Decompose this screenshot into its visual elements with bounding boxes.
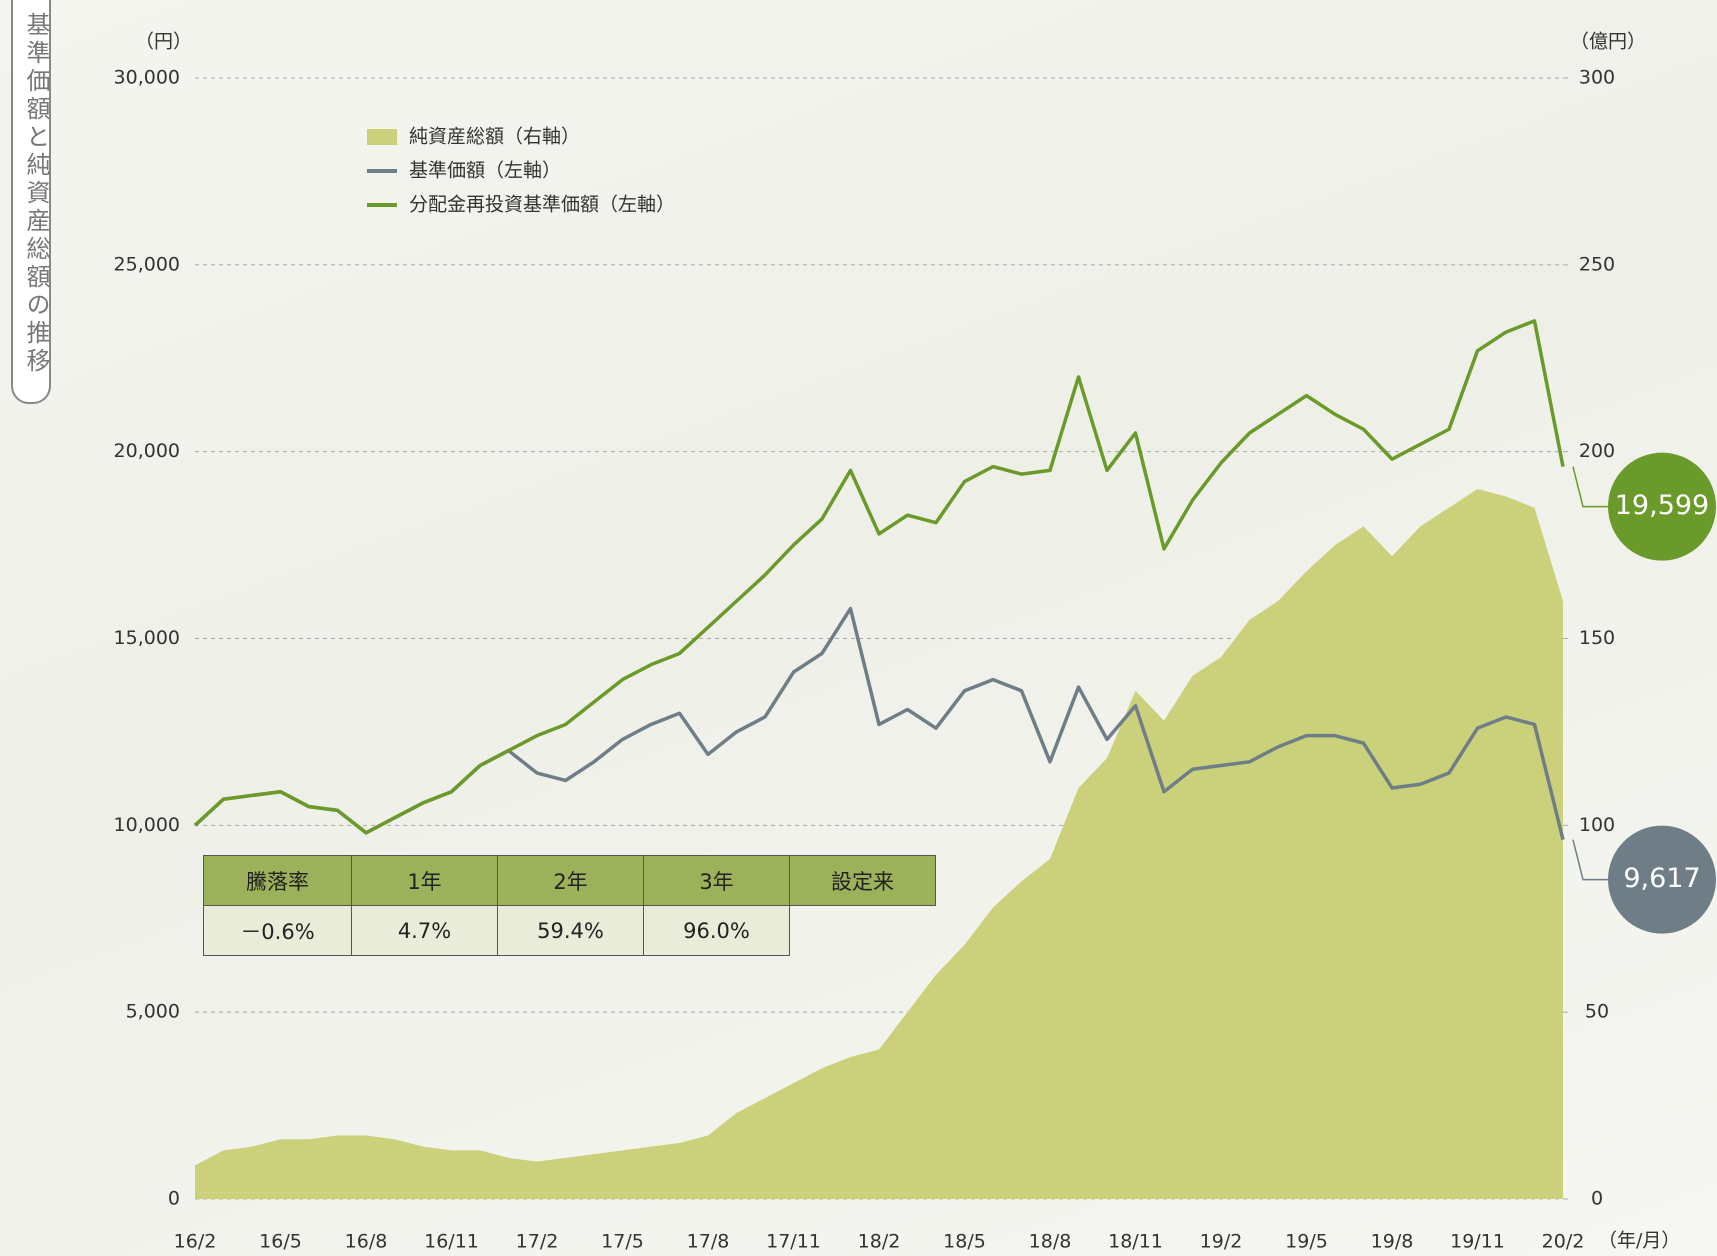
y-unit: （円）	[135, 31, 192, 53]
y2-tick-label: 250	[1579, 253, 1615, 275]
x-tick-label: 17/2	[516, 1231, 559, 1253]
y2-unit: （億円）	[1570, 31, 1646, 53]
x-tick-label: 17/8	[687, 1231, 730, 1253]
y2-tick-label: 200	[1579, 440, 1615, 462]
section-label: 基準価額と純資産総額の推移	[22, 12, 50, 376]
legend-label: 純資産総額（右軸）	[409, 126, 580, 148]
x-tick-label: 16/5	[259, 1231, 302, 1253]
x-tick-label: 18/5	[943, 1231, 986, 1253]
x-tick-label: 17/11	[766, 1231, 821, 1253]
x-tick-label: 19/5	[1285, 1231, 1328, 1253]
legend-label: 基準価額（左軸）	[409, 160, 561, 182]
y2-tick-label: 300	[1579, 67, 1615, 89]
table-row-header: 騰落率	[203, 855, 352, 906]
y2-tick-label: 50	[1585, 1001, 1609, 1023]
end-connector	[1572, 839, 1610, 881]
y2-tick-label: 0	[1591, 1188, 1603, 1210]
table-cell: 4.7%	[351, 905, 498, 956]
y-tick-label: 30,000	[114, 67, 180, 89]
x-tick-label: 18/8	[1029, 1231, 1072, 1253]
x-tick-label: 19/11	[1450, 1231, 1505, 1253]
table-cell: －0.6%	[203, 905, 352, 956]
y2-tick-label: 100	[1579, 814, 1615, 836]
end-label: 9,617	[1623, 863, 1700, 894]
x-tick-label: 18/2	[858, 1231, 901, 1253]
end-badge	[1608, 452, 1716, 561]
section-label-box: 基準価額と純資産総額の推移	[11, 0, 51, 404]
end-label: 19,599	[1615, 490, 1709, 521]
y-tick-label: 10,000	[114, 814, 180, 836]
x-tick-label: 19/8	[1371, 1231, 1414, 1253]
x-tick-label: 20/2	[1542, 1231, 1585, 1253]
area	[195, 489, 1563, 1199]
end-connector	[1572, 466, 1610, 508]
x-tick-label: 19/2	[1200, 1231, 1243, 1253]
table-cell: 59.4%	[497, 905, 644, 956]
legend-swatch	[367, 129, 397, 145]
table-cell: 96.0%	[643, 905, 790, 956]
y2-tick-label: 150	[1579, 627, 1615, 649]
performance-table: 騰落率 1年 2年 3年 設定来 －0.6% 4.7% 59.4% 96.0%	[203, 855, 936, 956]
y-tick-label: 15,000	[114, 627, 180, 649]
table-header: 設定来	[789, 855, 936, 906]
x-unit: （年/月）	[1598, 1230, 1680, 1252]
table-header: 1年	[351, 855, 498, 906]
table-header: 3年	[643, 855, 790, 906]
table-header: 2年	[497, 855, 644, 906]
y-tick-label: 20,000	[114, 440, 180, 462]
legend-label: 分配金再投資基準価額（左軸）	[409, 194, 675, 216]
table-row: －0.6% 4.7% 59.4% 96.0%	[203, 905, 936, 956]
y-tick-label: 5,000	[126, 1001, 180, 1023]
y-tick-label: 0	[168, 1188, 180, 1210]
end-badge	[1608, 825, 1716, 934]
x-tick-label: 17/5	[601, 1231, 644, 1253]
y-tick-label: 25,000	[114, 253, 180, 275]
x-tick-label: 16/8	[345, 1231, 388, 1253]
x-tick-label: 16/2	[174, 1231, 217, 1253]
x-tick-label: 18/11	[1108, 1231, 1163, 1253]
line	[193, 319, 1565, 835]
x-tick-label: 16/11	[424, 1231, 479, 1253]
